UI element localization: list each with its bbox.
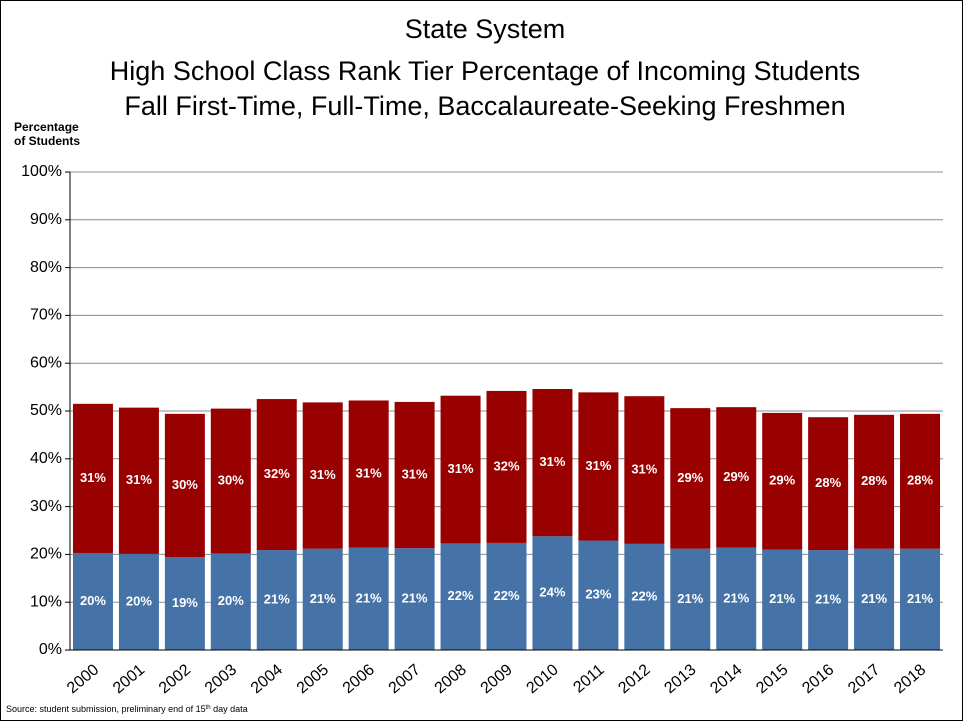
bar-segment: [900, 413, 941, 549]
data-label: 22%: [493, 588, 519, 603]
data-label: 21%: [677, 591, 703, 606]
data-label: 31%: [126, 472, 152, 487]
data-label: 31%: [356, 466, 382, 481]
data-label: 20%: [126, 593, 152, 608]
bar-segment: [348, 400, 389, 548]
y-tick-label: 90%: [30, 211, 62, 228]
data-label: 21%: [310, 591, 336, 606]
bar-segment: [808, 550, 849, 650]
bar-segment: [394, 548, 435, 650]
bar-segment: [716, 547, 757, 650]
source-note: Source: student submission, preliminary …: [6, 704, 248, 714]
bar-segment: [762, 412, 803, 550]
y-tick-label: 20%: [30, 546, 62, 563]
bar-segment: [440, 395, 481, 544]
bar-segment: [72, 552, 113, 650]
bar-segment: [624, 543, 665, 650]
data-label: 21%: [264, 591, 290, 606]
y-tick-label: 60%: [30, 354, 62, 371]
bar-segment: [900, 548, 941, 650]
bar-segment: [256, 550, 297, 650]
data-label: 28%: [907, 473, 933, 488]
data-label: 24%: [539, 585, 565, 600]
bar-segment: [118, 407, 159, 554]
bar-segment: [854, 548, 895, 650]
chart-title: State System: [405, 14, 566, 44]
data-label: 31%: [539, 454, 565, 469]
data-label: 31%: [80, 470, 106, 485]
y-axis-title: of Students: [14, 134, 80, 148]
bar-segment: [716, 407, 757, 548]
bar-segment: [532, 536, 573, 650]
bar-segment: [302, 548, 343, 650]
bar-segment: [118, 553, 159, 650]
bar-segment: [164, 413, 205, 558]
bar-segment: [532, 389, 573, 537]
bar-segment: [670, 548, 711, 650]
data-label: 31%: [631, 461, 657, 476]
bar-segment: [72, 403, 113, 553]
data-label: 21%: [907, 591, 933, 606]
y-tick-label: 10%: [30, 593, 62, 610]
chart-subtitle: Fall First-Time, Full-Time, Baccalaureat…: [124, 91, 845, 121]
bar-segment: [578, 392, 619, 541]
bar-segment: [670, 408, 711, 549]
bar-segment: [210, 408, 251, 554]
data-label: 29%: [677, 470, 703, 485]
data-label: 21%: [861, 591, 887, 606]
y-tick-label: 100%: [21, 163, 62, 180]
bar-segment: [762, 549, 803, 650]
data-label: 31%: [448, 461, 474, 476]
source-text: day data: [211, 704, 248, 714]
bar-segment: [624, 396, 665, 544]
data-label: 31%: [310, 467, 336, 482]
data-label: 29%: [769, 473, 795, 488]
bar-segment: [164, 557, 205, 650]
data-label: 21%: [402, 591, 428, 606]
data-label: 23%: [585, 587, 611, 602]
bar-segment: [440, 543, 481, 650]
y-tick-label: 50%: [30, 402, 62, 419]
y-tick-label: 0%: [39, 641, 62, 658]
y-tick-label: 70%: [30, 307, 62, 324]
bar-segment: [854, 414, 895, 549]
data-label: 30%: [218, 472, 244, 487]
data-label: 29%: [723, 469, 749, 484]
source-text: th: [206, 705, 211, 711]
data-label: 20%: [80, 593, 106, 608]
source-text: Source: student submission, preliminary …: [6, 704, 206, 714]
y-tick-label: 80%: [30, 259, 62, 276]
y-axis-title: Percentage: [14, 120, 79, 134]
data-label: 22%: [631, 588, 657, 603]
data-label: 32%: [264, 466, 290, 481]
data-label: 20%: [218, 593, 244, 608]
bar-segment: [808, 417, 849, 551]
bar-segment: [578, 540, 619, 650]
bar-segment: [486, 390, 527, 543]
bar-segment: [302, 402, 343, 549]
data-label: 21%: [769, 591, 795, 606]
bar-segment: [348, 547, 389, 650]
data-label: 31%: [402, 466, 428, 481]
data-label: 21%: [723, 590, 749, 605]
data-label: 22%: [448, 588, 474, 603]
chart-subtitle: High School Class Rank Tier Percentage o…: [110, 56, 860, 86]
bar-segment: [486, 542, 527, 650]
bar-segment: [210, 553, 251, 650]
data-label: 32%: [493, 458, 519, 473]
y-tick-label: 30%: [30, 498, 62, 515]
data-label: 28%: [861, 473, 887, 488]
data-label: 19%: [172, 595, 198, 610]
y-tick-label: 40%: [30, 450, 62, 467]
data-label: 28%: [815, 475, 841, 490]
data-label: 21%: [815, 591, 841, 606]
data-label: 30%: [172, 477, 198, 492]
data-label: 31%: [585, 458, 611, 473]
bar-segment: [394, 401, 435, 549]
bar-segment: [256, 399, 297, 551]
data-label: 21%: [356, 590, 382, 605]
